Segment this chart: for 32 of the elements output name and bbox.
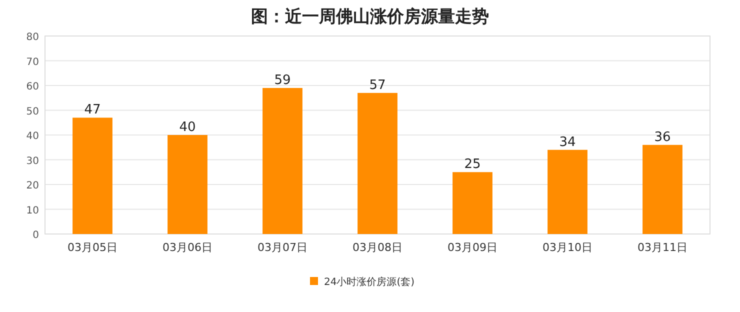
data-label: 36 xyxy=(654,130,671,145)
bar xyxy=(168,135,208,234)
y-tick-label: 0 xyxy=(32,230,39,241)
x-tick-label: 03月08日 xyxy=(352,241,402,254)
data-label: 34 xyxy=(559,134,576,150)
data-label: 25 xyxy=(464,157,481,172)
y-tick-label: 10 xyxy=(26,205,39,216)
bar xyxy=(452,172,492,234)
data-label: 47 xyxy=(84,102,101,118)
legend-label: 24小时涨价房源(套) xyxy=(324,276,415,288)
data-label: 57 xyxy=(369,78,386,93)
y-tick-label: 40 xyxy=(26,131,39,142)
y-tick-label: 60 xyxy=(26,82,39,92)
y-tick-label: 30 xyxy=(26,156,39,167)
bar xyxy=(72,118,112,234)
y-tick-label: 80 xyxy=(26,32,39,43)
bar xyxy=(642,144,682,234)
chart-title: 图：近一周佛山涨价房源量走势 xyxy=(251,7,489,27)
x-tick-label: 03月09日 xyxy=(448,241,498,254)
bar xyxy=(262,88,302,234)
x-tick-label: 03月11日 xyxy=(638,241,688,254)
x-tick-label: 03月06日 xyxy=(162,241,212,254)
x-tick-label: 03月05日 xyxy=(68,241,118,254)
data-label: 40 xyxy=(179,120,196,135)
y-tick-label: 70 xyxy=(26,56,39,68)
x-tick-label: 03月07日 xyxy=(258,241,308,254)
y-tick-label: 50 xyxy=(26,106,39,118)
y-tick-label: 20 xyxy=(26,180,39,192)
x-tick-label: 03月10日 xyxy=(542,241,592,254)
bar xyxy=(548,150,588,234)
data-label: 59 xyxy=(274,72,291,88)
bar xyxy=(358,92,398,234)
